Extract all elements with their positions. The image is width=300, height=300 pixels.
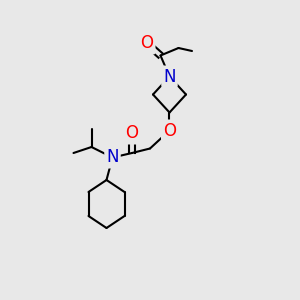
Text: O: O <box>163 122 176 140</box>
Text: O: O <box>125 124 139 142</box>
Text: N: N <box>163 68 176 85</box>
Text: O: O <box>140 34 154 52</box>
Text: N: N <box>106 148 119 166</box>
